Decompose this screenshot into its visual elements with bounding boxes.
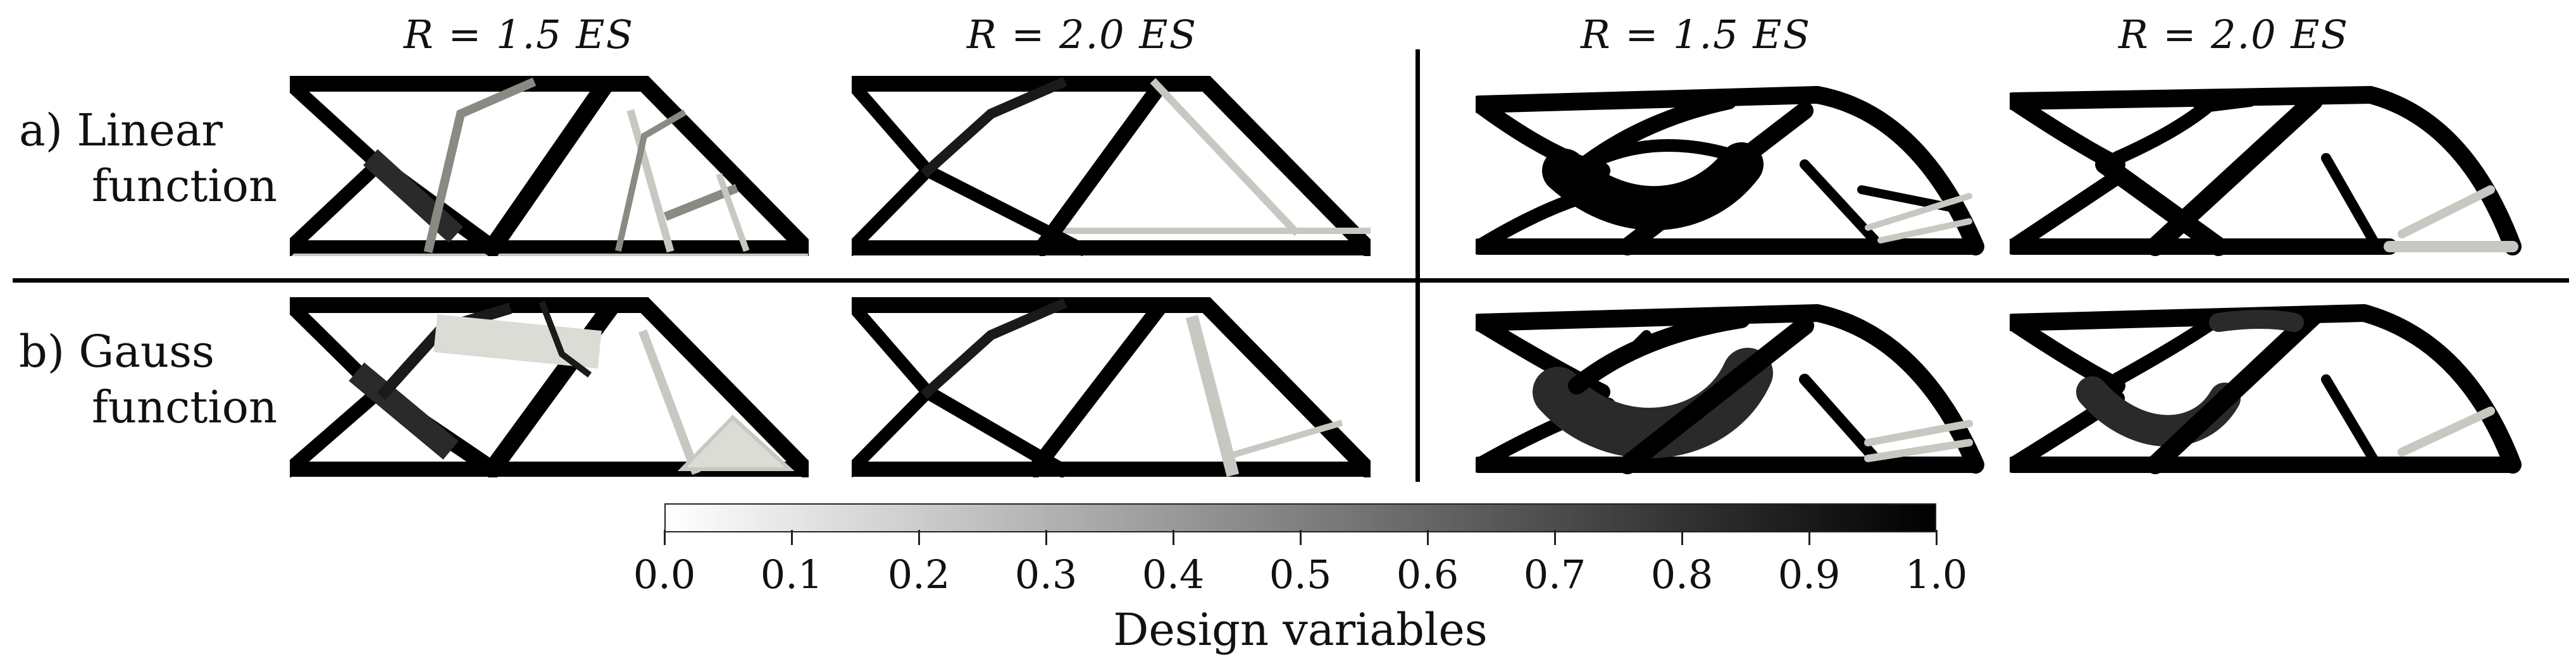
row-divider xyxy=(13,278,2569,283)
panel-linear-r15-coarse xyxy=(290,76,809,256)
colorbar xyxy=(664,503,1936,532)
colorbar-tick xyxy=(1936,530,1938,545)
panel-linear-r20-coarse xyxy=(852,76,1371,256)
column-header-1: R = 1.5 ES xyxy=(403,11,635,58)
truss-structure xyxy=(852,76,1371,256)
colorbar-tick xyxy=(664,530,666,545)
truss-structure xyxy=(290,297,809,477)
colorbar-title: Design variables xyxy=(1113,604,1488,656)
panel-linear-r15-smooth xyxy=(1476,76,1994,256)
colorbar-tick-label: 0.8 xyxy=(1650,551,1714,598)
panel-gauss-r20-smooth xyxy=(2010,297,2529,477)
truss-structure xyxy=(290,76,809,256)
row-label-b-line2: function xyxy=(92,381,278,433)
row-label-a: a) Linear function xyxy=(19,102,277,214)
colorbar-tick-label: 1.0 xyxy=(1905,551,1968,598)
panel-gauss-r15-coarse xyxy=(290,297,809,477)
row-label-b: b) Gauss function xyxy=(19,324,277,435)
truss-structure xyxy=(1476,304,1984,474)
colorbar-tick-label: 0.5 xyxy=(1269,551,1332,598)
colorbar-tick-label: 0.6 xyxy=(1396,551,1459,598)
colorbar-tick-label: 0.7 xyxy=(1523,551,1586,598)
panel-linear-r20-smooth xyxy=(2010,76,2529,256)
colorbar-tick xyxy=(1808,530,1810,545)
colorbar-tick xyxy=(1554,530,1556,545)
colorbar-tick xyxy=(791,530,793,545)
panel-gauss-r15-smooth xyxy=(1476,297,1994,477)
colorbar-tick-label: 0.9 xyxy=(1777,551,1841,598)
row-label-a-line2: function xyxy=(92,160,278,212)
row-label-a-prefix: a) xyxy=(19,104,63,156)
row-label-b-prefix: b) xyxy=(19,326,65,377)
row-label-b-line1: Gauss xyxy=(78,326,215,377)
colorbar-tick xyxy=(918,530,920,545)
colorbar-tick xyxy=(1173,530,1174,545)
colorbar-tick-label: 0.3 xyxy=(1014,551,1078,598)
truss-structure xyxy=(2010,304,2522,474)
colorbar-tick xyxy=(1300,530,1302,545)
truss-structure xyxy=(1476,86,1984,255)
colorbar-tick-label: 0.1 xyxy=(760,551,823,598)
colorbar-tick-label: 0.2 xyxy=(887,551,950,598)
row-label-a-line1: Linear xyxy=(77,104,223,156)
panel-gauss-r20-coarse xyxy=(852,297,1371,477)
colorbar-tick xyxy=(1045,530,1047,545)
column-header-3: R = 1.5 ES xyxy=(1580,11,1812,58)
colorbar-tick xyxy=(1681,530,1683,545)
truss-structure xyxy=(852,297,1371,477)
truss-structure xyxy=(2010,86,2522,256)
colorbar-tick-label: 0.0 xyxy=(633,551,696,598)
column-header-4: R = 2.0 ES xyxy=(2118,11,2349,58)
column-divider xyxy=(1416,49,1420,482)
colorbar-tick-label: 0.4 xyxy=(1142,551,1205,598)
colorbar-tick xyxy=(1427,530,1429,545)
column-header-2: R = 2.0 ES xyxy=(966,11,1198,58)
